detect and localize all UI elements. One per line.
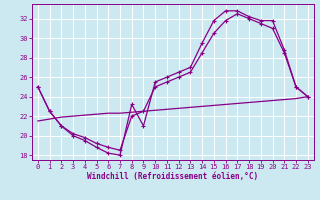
X-axis label: Windchill (Refroidissement éolien,°C): Windchill (Refroidissement éolien,°C) [87, 172, 258, 181]
